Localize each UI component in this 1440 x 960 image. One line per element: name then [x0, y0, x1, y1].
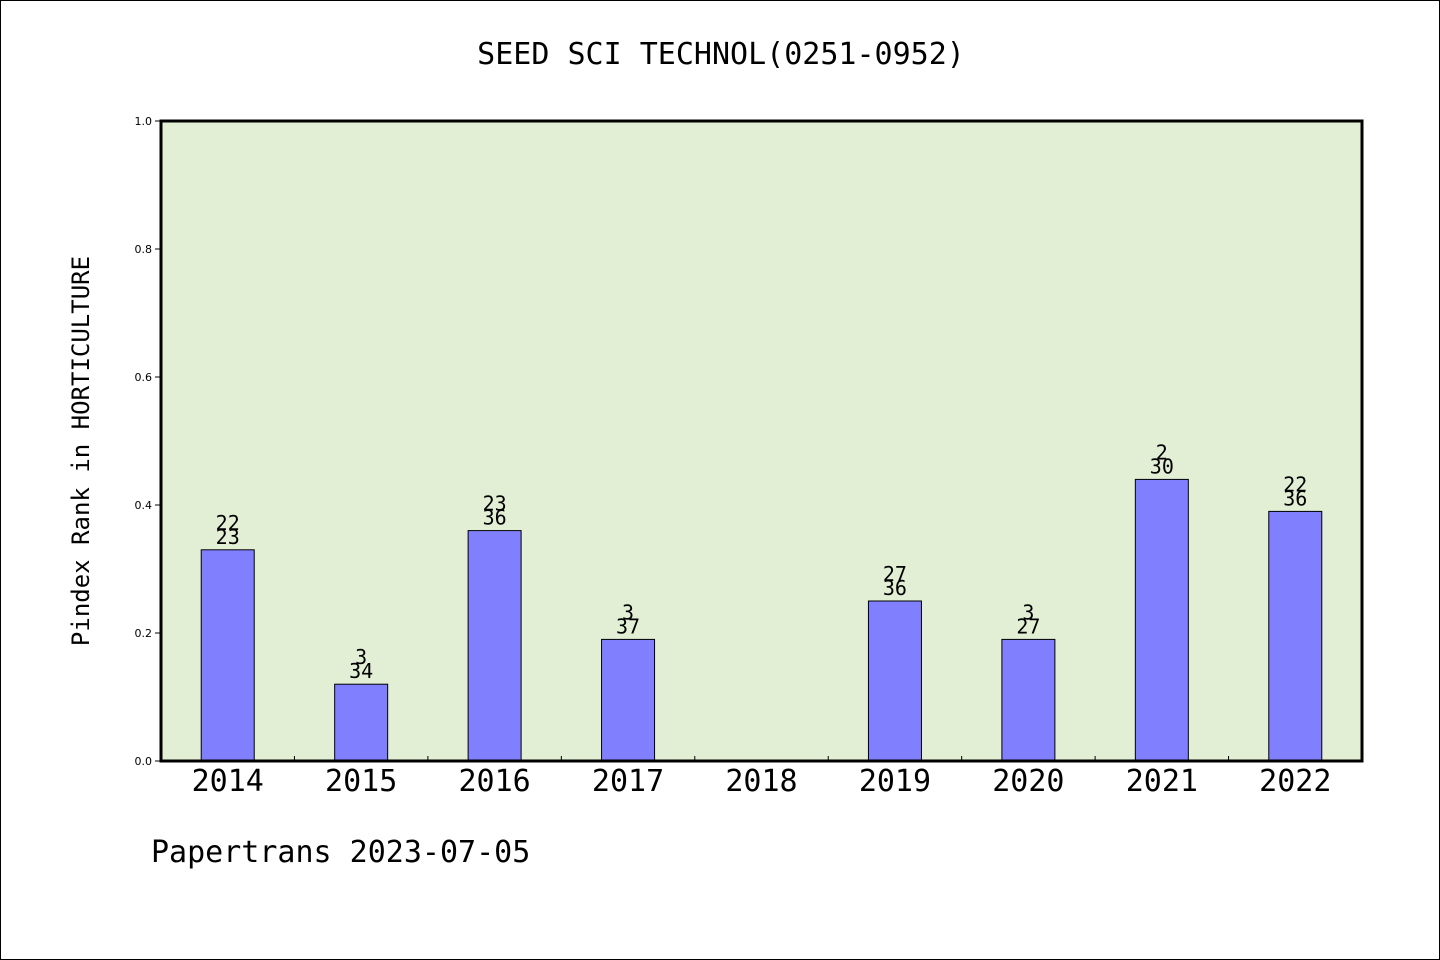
y-tick-label: 0.0 [135, 755, 153, 768]
y-tick-label: 0.6 [135, 371, 153, 384]
plot-border [159, 119, 1364, 763]
bar-rank-label: 27 [883, 562, 907, 586]
bar [334, 683, 389, 762]
bar [1268, 510, 1323, 762]
x-tick-label: 2014 [192, 764, 264, 799]
bar-total-label: 36 [483, 506, 507, 530]
bar-total-label: 37 [616, 614, 640, 638]
bar [200, 549, 255, 762]
bar-total-label: 23 [216, 525, 240, 549]
x-tick-label: 2020 [992, 764, 1064, 799]
bar-total-label: 30 [1150, 454, 1174, 478]
y-tick-label: 1.0 [135, 115, 153, 128]
bar-rank-label: 22 [1283, 472, 1307, 496]
bar-total-label: 36 [1283, 486, 1307, 510]
x-tick-label: 2016 [458, 764, 530, 799]
bar-rank-label: 23 [483, 492, 507, 516]
y-tick-label: 0.8 [135, 243, 153, 256]
x-tick-label: 2017 [592, 764, 664, 799]
x-tick-label: 2018 [725, 764, 797, 799]
y-tick-label: 0.2 [135, 627, 153, 640]
x-tick-label: 2022 [1259, 764, 1331, 799]
y-tick-label: 0.4 [135, 499, 153, 512]
bar-total-label: 34 [349, 659, 373, 683]
bar-rank-label: 2 [1156, 440, 1168, 464]
bar-total-label: 36 [883, 576, 907, 600]
bar [867, 600, 922, 762]
bar-rank-label: 3 [355, 645, 367, 669]
x-tick-label: 2019 [859, 764, 931, 799]
bar-rank-label: 3 [622, 600, 634, 624]
bar [467, 530, 522, 762]
x-tick-label: 2015 [325, 764, 397, 799]
bar-total-label: 27 [1016, 614, 1040, 638]
bar [1134, 478, 1189, 762]
bar [1001, 638, 1056, 762]
bar-rank-label: 3 [1022, 600, 1034, 624]
bar [601, 638, 656, 762]
bar-rank-label: 22 [216, 511, 240, 535]
footer-date-stamp: Papertrans 2023-07-05 [151, 835, 531, 870]
x-tick-label: 2021 [1126, 764, 1198, 799]
chart-title: SEED SCI TECHNOL(0251-0952) [477, 37, 965, 72]
